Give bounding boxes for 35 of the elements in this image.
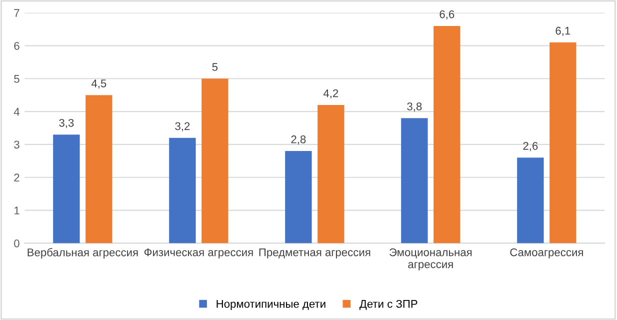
- bar: [517, 158, 544, 244]
- bar: [86, 95, 112, 244]
- data-label: 2,6: [523, 142, 538, 152]
- y-tick-label: 7: [14, 9, 20, 17]
- bar: [434, 26, 460, 244]
- bar: [285, 151, 312, 244]
- bar: [53, 134, 80, 244]
- bar: [401, 118, 428, 244]
- x-tick-label: Предметная агрессия: [259, 248, 370, 258]
- data-label: 3,2: [175, 122, 190, 132]
- y-tick-label: 1: [14, 206, 20, 214]
- legend-label: Дети с ЗПР: [359, 300, 418, 310]
- data-label: 4,5: [91, 80, 106, 89]
- y-tick-label: 6: [14, 42, 20, 50]
- bar: [550, 42, 576, 244]
- data-label: 6,1: [556, 26, 570, 36]
- y-tick-label: 0: [14, 239, 20, 248]
- data-label: 6,6: [440, 10, 454, 20]
- y-tick-label: 5: [14, 75, 20, 83]
- data-label: 2,8: [291, 135, 306, 145]
- data-label: 3,8: [407, 102, 422, 112]
- x-tick-label: Самоагрессия: [510, 248, 583, 258]
- legend-label: Нормотипичные дети: [216, 300, 326, 310]
- x-tick-label: Вербальная агрессия: [28, 248, 138, 259]
- bar: [318, 104, 344, 244]
- y-tick-label: 4: [14, 108, 20, 116]
- x-tick-label: Эмоциональная агрессия: [390, 248, 472, 270]
- data-label: 3,3: [59, 118, 74, 128]
- x-tick-label: Физическая агрессия: [144, 248, 253, 258]
- data-label: 4,2: [323, 89, 338, 99]
- bar: [202, 78, 228, 244]
- y-tick-label: 2: [14, 174, 20, 182]
- y-tick-label: 3: [14, 140, 20, 149]
- data-label: 5: [212, 63, 218, 71]
- bar: [169, 138, 196, 244]
